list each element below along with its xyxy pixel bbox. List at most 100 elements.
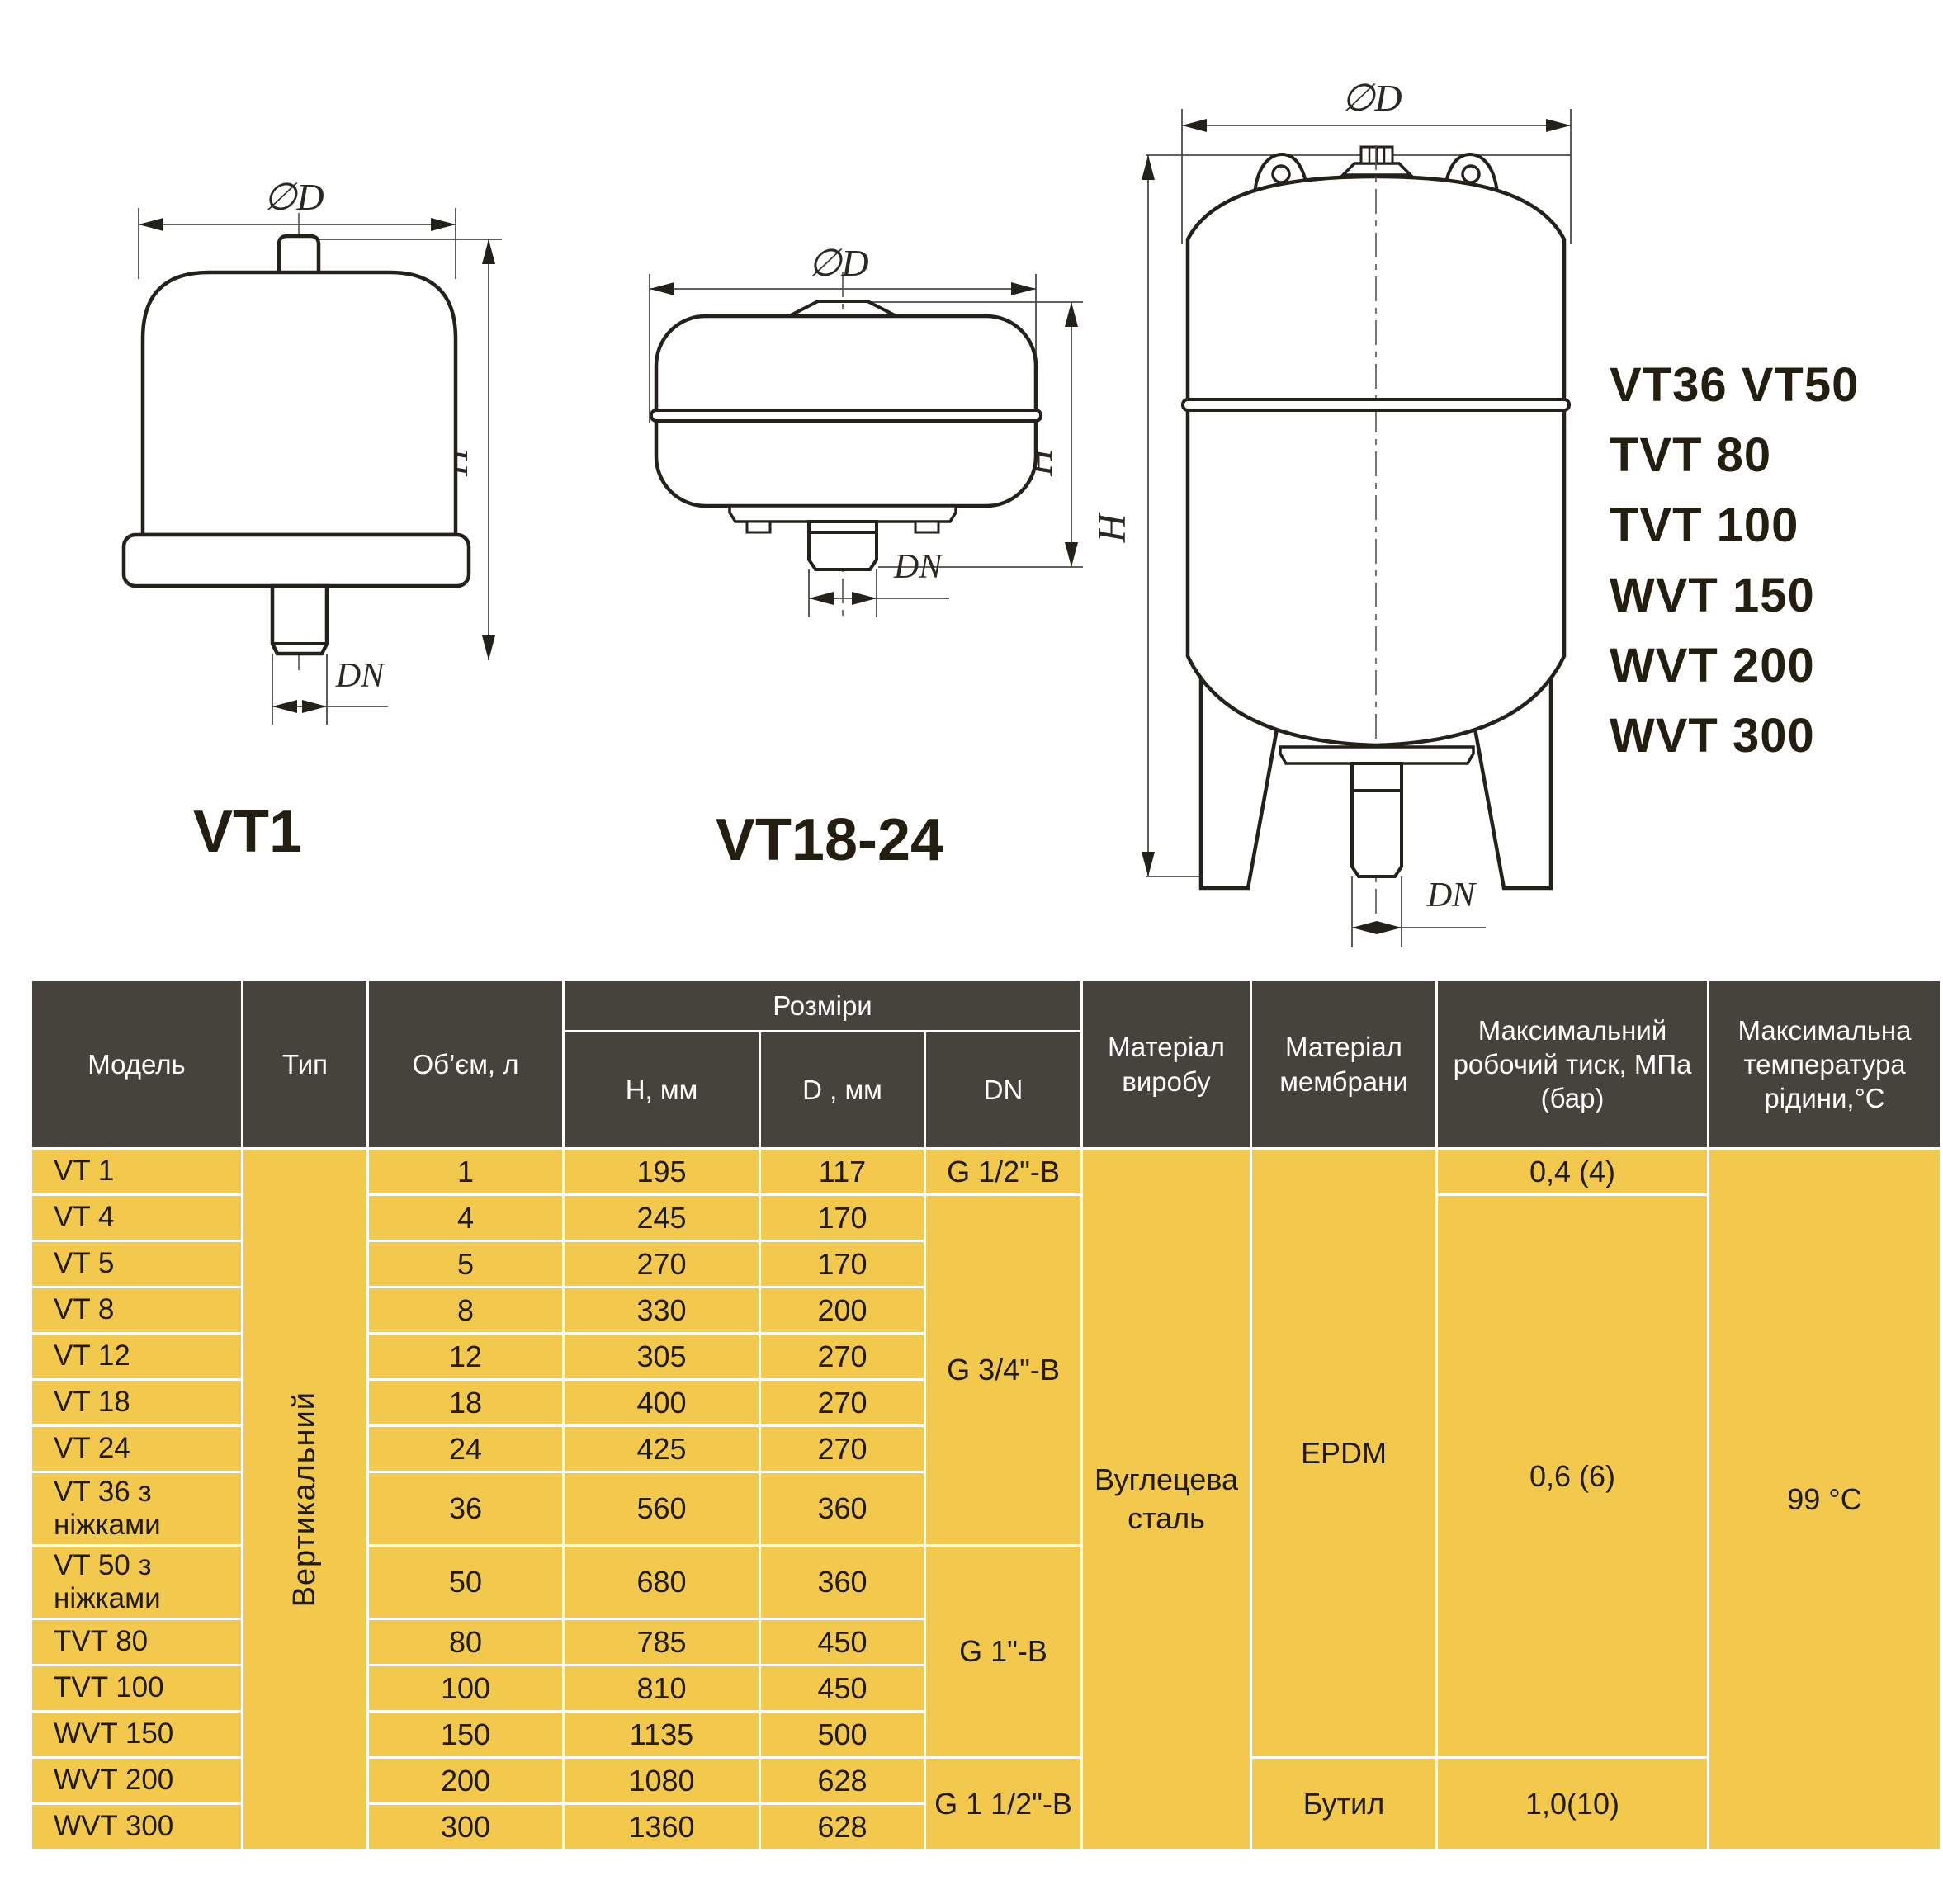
cell-volume: 18 <box>366 1378 565 1427</box>
header-row-1: Модель Тип Об’єм, л Розміри Матеріал вир… <box>30 979 1942 1150</box>
cell-volume: 150 <box>366 1710 565 1759</box>
vt1-dn-dim: DN <box>335 657 385 695</box>
cell-pressure: 0,4 (4) <box>1435 1147 1709 1196</box>
table-row: TVT 100 100 810 450 <box>30 1664 1941 1713</box>
vt1-caption: VT1 <box>193 799 302 865</box>
model-list: VT36 VT50 TVT 80 TVT 100 WVT 150 WVT 200… <box>1610 350 1859 771</box>
cell-membrane-butyl: Бутил <box>1250 1756 1438 1851</box>
col-header-model: Модель <box>30 979 243 1150</box>
cell-membrane-epdm: EPDM <box>1250 1147 1438 1759</box>
cell-d: 170 <box>759 1193 926 1242</box>
cell-h: 1135 <box>562 1710 761 1759</box>
header-row-2: H, мм D , мм DN <box>31 1030 1941 1150</box>
cell-model: VT 36 з ніжками <box>30 1471 243 1547</box>
cell-d: 270 <box>759 1424 926 1473</box>
model-label: WVT 300 <box>1610 709 1815 763</box>
cell-temp: 99 °С <box>1707 1147 1942 1851</box>
cell-model: WVT 150 <box>30 1710 243 1759</box>
material-product-label: Вуглецева сталь <box>1094 1462 1238 1535</box>
model-label: WVT 200 <box>1610 639 1815 692</box>
cell-volume: 1 <box>366 1147 565 1196</box>
model-label: WVT 150 <box>1610 569 1815 622</box>
cell-volume: 24 <box>366 1424 565 1473</box>
cell-model: VT 5 <box>30 1240 243 1288</box>
spec-table: Модель Тип Об’єм, л Розміри Матеріал вир… <box>30 979 1942 1851</box>
cell-h: 195 <box>562 1147 761 1196</box>
table-row: VT 4 4 245 170 G 3/4"-B 0,6 (6) <box>30 1193 1941 1759</box>
cell-h: 330 <box>562 1286 761 1335</box>
technical-drawings: ∅D H DN VT1 ∅D <box>121 77 1572 947</box>
col-header-max-temp: Максимальна температура рідини,°С <box>1707 979 1942 1150</box>
table-row: WVT 200 200 1080 628 G 1 1/2"-B Бутил 1,… <box>30 1756 1941 1851</box>
tank-height-dim: H <box>1090 512 1134 543</box>
col-header-volume: Об’єм, л <box>366 979 565 1150</box>
cell-volume: 4 <box>366 1193 565 1242</box>
cell-type: Вертикальний <box>241 1147 369 1851</box>
cell-volume: 200 <box>366 1756 565 1805</box>
cell-h: 400 <box>562 1378 761 1427</box>
large-tank-drawing: ∅D H DN <box>1090 77 1572 947</box>
cell-model: VT 12 <box>30 1332 243 1381</box>
table-row: VT 5 5 270 170 <box>30 1240 1941 1288</box>
cell-volume: 80 <box>366 1618 565 1666</box>
cell-volume: 100 <box>366 1664 565 1713</box>
cell-h: 305 <box>562 1332 761 1381</box>
vt18-diameter-dim: ∅D <box>808 242 868 284</box>
model-label: TVT 80 <box>1610 428 1772 482</box>
cell-h: 1360 <box>562 1802 761 1851</box>
cell-model: VT 50 з ніжками <box>30 1544 243 1620</box>
cell-d: 360 <box>759 1544 926 1620</box>
cell-d: 270 <box>759 1378 926 1427</box>
cell-model: VT 24 <box>30 1424 243 1473</box>
tank-diameter-dim: ∅D <box>1341 77 1402 119</box>
cell-model: TVT 100 <box>30 1664 243 1713</box>
cell-dn: G 1"-B <box>924 1544 1083 1759</box>
col-header-dn: DN <box>924 1030 1083 1150</box>
cell-dn: G 1/2"-B <box>924 1147 1083 1196</box>
vt1-diameter-dim: ∅D <box>263 176 324 218</box>
model-label: VT36 VT50 <box>1610 358 1860 412</box>
col-header-h: H, мм <box>562 1030 761 1150</box>
table-row: WVT 300 300 1360 628 <box>30 1802 1941 1851</box>
cell-model: TVT 80 <box>30 1618 243 1666</box>
cell-d: 200 <box>759 1286 926 1335</box>
cell-volume: 300 <box>366 1802 565 1851</box>
cell-h: 245 <box>562 1193 761 1242</box>
cell-h: 425 <box>562 1424 761 1473</box>
table-row: VT 8 8 330 200 <box>30 1286 1941 1335</box>
cell-h: 270 <box>562 1240 761 1288</box>
cell-volume: 36 <box>366 1471 565 1547</box>
table-row: VT 50 з ніжками 50 680 360 G 1"-B <box>30 1544 1941 1759</box>
tank-dn-dim: DN <box>1426 876 1477 914</box>
cell-d: 170 <box>759 1240 926 1288</box>
cell-h: 560 <box>562 1471 761 1547</box>
cell-material-product: Вуглецева сталь <box>1080 1147 1252 1851</box>
table-row: TVT 80 80 785 450 <box>30 1618 1941 1666</box>
col-header-d: D , мм <box>759 1030 926 1150</box>
cell-d: 360 <box>759 1471 926 1547</box>
table-row: VT 24 24 425 270 <box>30 1424 1941 1473</box>
cell-volume: 50 <box>366 1544 565 1620</box>
cell-d: 270 <box>759 1332 926 1381</box>
cell-d: 117 <box>759 1147 926 1196</box>
cell-dn: G 3/4"-B <box>924 1193 1083 1547</box>
col-header-max-pressure: Максимальний робочий тиск, МПа (бар) <box>1435 979 1709 1150</box>
cell-d: 500 <box>759 1710 926 1759</box>
vt18-caption: VT18-24 <box>716 807 943 873</box>
cell-h: 785 <box>562 1618 761 1666</box>
cell-volume: 12 <box>366 1332 565 1381</box>
table-row: VT 12 12 305 270 <box>30 1332 1941 1381</box>
col-header-dimensions: Розміри <box>562 979 1083 1032</box>
vt18-24-drawing: ∅D H DN VT18-24 <box>649 242 1083 873</box>
type-vertical-label: Вертикальний <box>286 1391 322 1608</box>
cell-d: 450 <box>759 1618 926 1666</box>
table-row: WVT 150 150 1135 500 <box>30 1710 1941 1759</box>
cell-model: VT 1 <box>30 1147 243 1196</box>
cell-pressure: 1,0(10) <box>1435 1756 1709 1851</box>
cell-dn: G 1 1/2"-B <box>924 1756 1083 1851</box>
cell-pressure: 0,6 (6) <box>1435 1193 1709 1759</box>
cell-model: WVT 200 <box>30 1756 243 1805</box>
table-row: VT 1 Вертикальний 1 195 117 G 1/2"-B Вуг… <box>30 1147 1942 1851</box>
cell-volume: 8 <box>366 1286 565 1335</box>
